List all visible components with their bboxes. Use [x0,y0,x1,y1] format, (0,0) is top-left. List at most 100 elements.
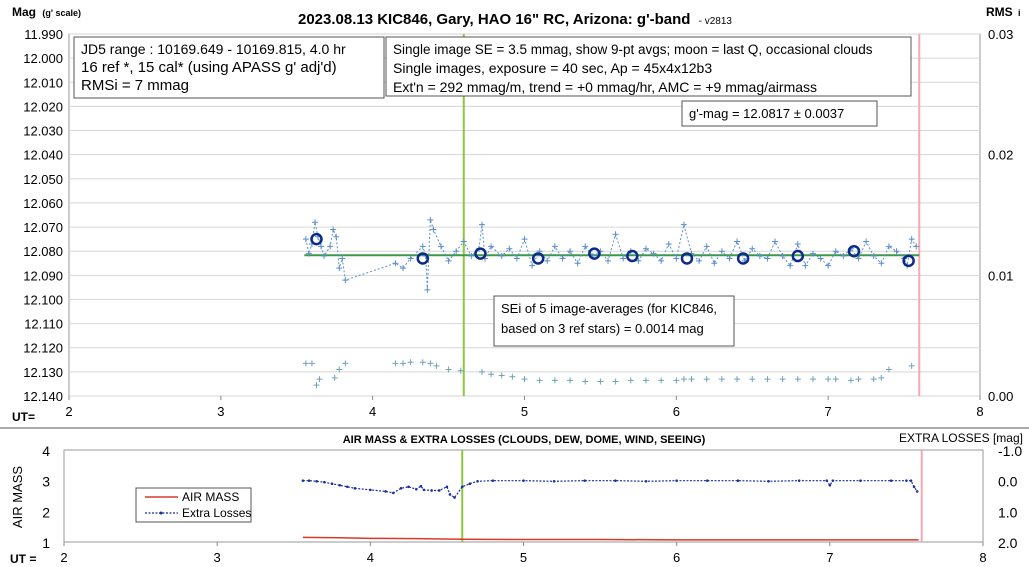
single-image-point [311,219,318,226]
single-image-point [787,262,794,269]
average-point [416,252,430,265]
top-y-tick-label: 12.110 [24,317,63,332]
single-image-point [703,243,710,250]
single-image-point [567,248,574,255]
single-image-point [333,233,340,240]
extra-losses-point [419,484,423,488]
bottom-chart-title: AIR MASS & EXTRA LOSSES (CLOUDS, DEW, DO… [343,434,706,446]
single-image-point [498,253,505,260]
bottom-chart-y2label: EXTRA LOSSES [mag] [899,431,1023,445]
bottom-y2-tick-label: 0.0 [998,474,1018,490]
single-image-point [734,238,741,245]
top-chart-y2label: RMS i [986,5,1021,19]
rms-point [331,374,338,381]
single-image-point [321,253,328,260]
rms-point [832,376,839,383]
top-y-tick-label: 12.100 [23,292,63,307]
top-y2-tick-label: 0.03 [988,27,1013,42]
extra-losses-point [797,479,801,482]
rms-point [825,376,832,383]
rms-point [764,376,771,383]
single-image-point [680,221,687,228]
single-image-point [392,260,399,267]
extra-losses-point [422,488,426,492]
extra-losses-point [445,485,449,489]
rms-point [908,362,915,369]
bottom-x-tick-label: 4 [367,550,374,565]
single-image-point [605,257,612,264]
extra-losses-point [414,487,418,491]
extra-losses-point [912,485,916,489]
rms-point [536,377,543,384]
extra-losses-point [330,482,334,486]
observing-annotation-line: Single images, exposure = 40 sec, Ap = 4… [393,60,712,76]
legend-extra-losses-marker [159,511,163,515]
legend-extra-losses-label: Extra Losses [182,506,251,520]
single-image-point [802,262,809,269]
top-y-tick-label: 12.140 [23,389,63,404]
top-y-tick-label: 12.050 [23,172,63,187]
single-image-point [794,240,801,247]
single-image-point [468,253,475,260]
single-image-point [430,226,437,233]
rms-point [313,382,320,389]
observing-annotation: Single image SE = 3.5 mmag, show 9-pt av… [385,36,912,97]
single-image-point [302,236,309,243]
single-image-point [772,238,779,245]
single-image-point [718,248,725,255]
single-image-point [855,255,862,262]
top-chart-title-suffix: - v2813 [699,16,733,27]
observing-annotation-line: Ext'n = 292 mmag/m, trend = +0 mmag/hr, … [393,79,817,95]
rms-point [392,360,399,367]
bottom-y-tick-label: 2 [42,504,50,520]
single-image-point [506,245,513,252]
stats-annotation: JD5 range : 10169.649 - 10169.815, 4.0 h… [73,36,385,99]
single-image-point [445,257,452,264]
rms-point [680,376,687,383]
single-image-point [327,243,334,250]
rms-point [478,368,485,375]
single-image-point [863,238,870,245]
top-y-tick-label: 12.030 [23,124,63,139]
bottom-y-tick-label: 1 [42,535,50,551]
single-image-point [336,265,343,272]
single-image-point [453,248,460,255]
rms-point [336,366,343,373]
top-chart-ylabel-main: Mag [12,5,36,19]
single-image-point [521,236,528,243]
rms-point [809,376,816,383]
top-y-tick-label: 12.000 [23,51,63,66]
single-image-point [809,250,816,257]
bottom-x-tick-label: 2 [60,550,67,565]
bottom-x-tick-label: 7 [826,550,833,565]
rms-point [703,376,710,383]
rms-point [488,371,495,378]
bottom-y2-tick-label: -1.0 [998,443,1022,459]
rms-point [779,376,786,383]
extra-losses-point [831,479,835,482]
rms-point [734,376,741,383]
rms-point [885,366,892,373]
bottom-y-tick-label: 3 [42,474,50,490]
rms-point [673,377,680,384]
extra-losses-point [430,489,433,492]
top-x-tick-label: 3 [217,404,224,419]
single-image-point [419,243,426,250]
single-image-point [620,255,627,262]
average-point [626,249,639,263]
single-image-point [437,243,444,250]
rms-point [794,376,801,383]
rms-point [718,376,725,383]
single-image-point [913,243,920,250]
single-image-point [642,245,649,252]
top-chart-ylabel: Mag (g' scale) [12,5,81,19]
average-point [588,247,601,260]
extra-losses-point [859,479,862,482]
single-image-point [559,255,566,262]
extra-losses-point [552,479,556,483]
single-image-point [574,260,581,267]
bottom-legend: AIR MASS Extra Losses [135,487,252,523]
top-x-tick-label: 5 [521,404,528,419]
single-image-point [840,253,847,260]
